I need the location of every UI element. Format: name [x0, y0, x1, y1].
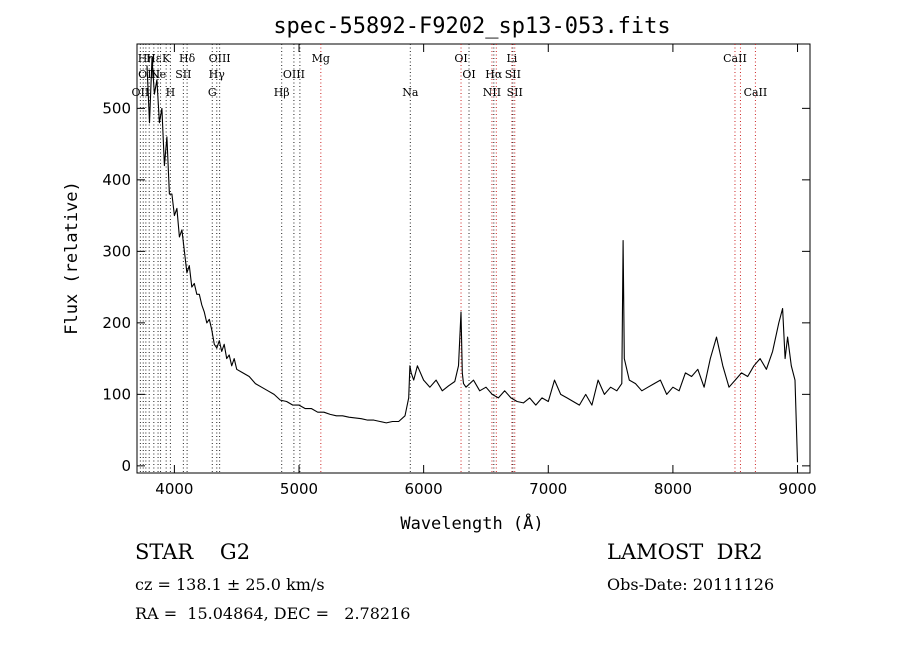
line-marker-label-4: Hε: [146, 52, 162, 65]
line-marker-label-15: OIII: [283, 68, 305, 81]
coordinates-readout: RA = 15.04864, DEC = 2.78216: [135, 604, 411, 623]
line-marker-label-25: SII: [505, 68, 521, 81]
y-tick-label-5: 500: [102, 99, 131, 117]
line-marker-label-0: OII: [132, 86, 150, 99]
line-marker-label-20: OI: [462, 68, 475, 81]
line-marker-label-29: CaII: [744, 86, 768, 99]
line-marker-label-8: H: [166, 86, 176, 99]
spectrum-chart: spec-55892-F9202_sp13-053.fits OII Hη OIII…: [62, 14, 817, 534]
y-tick-label-1: 100: [102, 385, 131, 403]
x-tick-label-1: 5000: [280, 480, 318, 498]
line-marker-label-14: Hβ: [274, 86, 290, 99]
line-marker-label-13: OIII: [209, 52, 231, 65]
line-marker-label-9: SII: [175, 68, 191, 81]
x-tick-label-3: 7000: [529, 480, 567, 498]
redshift-readout: cz = 138.1 ± 25.0 km/s: [135, 575, 325, 594]
observation-date: Obs-Date: 20111126: [607, 575, 775, 594]
x-axis-ticks: 4000 5000 6000 7000 8000 9000: [155, 44, 817, 498]
x-tick-label-2: 6000: [405, 480, 443, 498]
line-marker-label-10: Hδ: [179, 52, 196, 65]
x-axis-label: Wavelength (Å): [400, 512, 543, 534]
spectrum-series-line-0: [146, 57, 799, 463]
line-marker-label-19: OI: [454, 52, 467, 65]
line-marker-label-2: Hη: [138, 52, 154, 65]
y-axis-label: Flux (relative): [62, 181, 82, 335]
plot-frame: [136, 43, 811, 474]
line-marker-label-5: Ne: [150, 68, 166, 81]
x-tick-label-5: 9000: [778, 480, 816, 498]
y-tick-label-3: 300: [102, 242, 131, 260]
chart-title: spec-55892-F9202_sp13-053.fits: [273, 14, 670, 39]
series-layer: [146, 57, 799, 463]
line-marker-label-27: CaII: [723, 52, 747, 65]
line-marker-label-22: Hα: [485, 68, 503, 81]
line-markers: [139, 44, 756, 473]
line-marker-label-12: Hγ: [209, 68, 226, 81]
y-axis-ticks: 0 100 200 300 400 500: [102, 99, 810, 475]
line-marker-label-18: Na: [402, 86, 419, 99]
line-marker-label-3: OIII: [138, 68, 160, 81]
line-marker-label-24: Li: [506, 52, 517, 65]
survey-name: LAMOST DR2: [607, 540, 763, 564]
line-marker-label-26: SII: [507, 86, 523, 99]
y-tick-label-0: 0: [121, 457, 131, 475]
line-marker-label-11: G: [208, 86, 217, 99]
y-tick-label-4: 400: [102, 171, 131, 189]
x-tick-label-0: 4000: [155, 480, 193, 498]
y-tick-label-2: 200: [102, 314, 131, 332]
line-marker-label-21: NII: [483, 86, 501, 99]
x-tick-label-4: 8000: [654, 480, 692, 498]
line-marker-label-17: Mg: [312, 52, 330, 65]
line-marker-labels: OII Hη OIII Hε Ne K H SII Hδ G Hγ OIII Hβ OIII Mg Na OI O…: [132, 52, 768, 99]
line-marker-label-7: K: [162, 52, 171, 65]
object-class: STAR G2: [135, 540, 251, 564]
